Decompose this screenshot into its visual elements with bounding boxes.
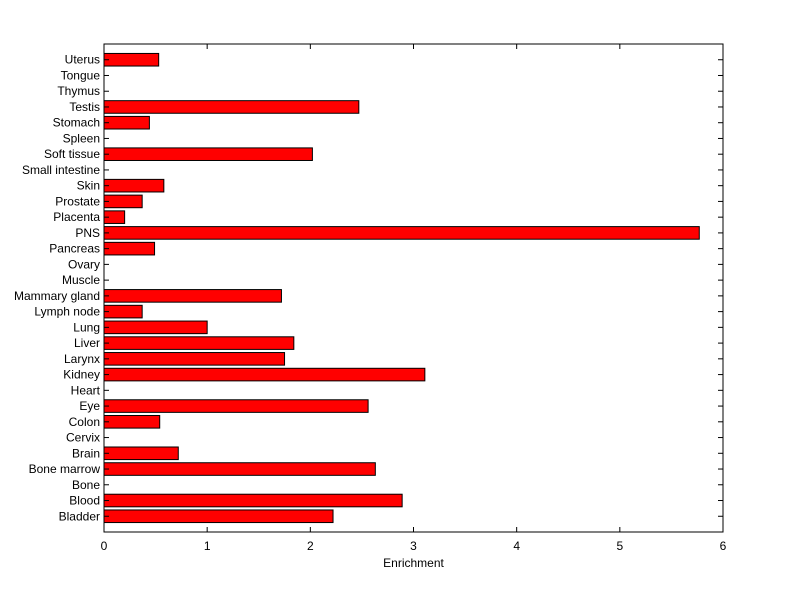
x-tick-label: 0: [101, 539, 108, 553]
x-tick-label: 1: [204, 539, 211, 553]
category-label: Lymph node: [34, 305, 100, 319]
category-label: Colon: [69, 415, 100, 429]
bar-testis: [103, 100, 360, 114]
category-label: Spleen: [63, 131, 100, 145]
bar-stomach: [103, 115, 150, 130]
category-label: Mammary gland: [14, 289, 100, 303]
bar-liver: [103, 336, 295, 350]
category-label: Testis: [69, 100, 100, 114]
category-label: Heart: [71, 383, 101, 397]
bar-pns: [103, 226, 700, 240]
category-label: Skin: [77, 179, 100, 193]
category-label: Lung: [73, 320, 100, 334]
category-label: Thymus: [57, 84, 100, 98]
bar-blood: [103, 493, 403, 508]
category-label: PNS: [75, 226, 100, 240]
bar-lymph-node: [103, 304, 143, 319]
category-label: Bone: [72, 478, 100, 492]
category-label: Blood: [69, 494, 100, 508]
category-label: Brain: [72, 446, 100, 460]
bar-lung: [103, 320, 208, 335]
bar-soft-tissue: [103, 147, 313, 161]
bar-pancreas: [103, 241, 156, 256]
category-label: Bladder: [59, 509, 100, 523]
bar-skin: [103, 178, 165, 193]
category-label: Bone marrow: [29, 462, 101, 476]
category-label: Prostate: [55, 194, 100, 208]
category-label: Small intestine: [22, 163, 100, 177]
x-tick-label: 2: [307, 539, 314, 553]
category-label: Ovary: [68, 257, 100, 271]
category-label: Uterus: [65, 53, 100, 67]
bar-mammary-gland: [103, 289, 282, 303]
plot-area-frame: [103, 43, 724, 533]
category-label: Tongue: [61, 68, 101, 82]
bar-larynx: [103, 352, 286, 366]
category-label: Muscle: [62, 273, 100, 287]
bar-prostate: [103, 194, 143, 209]
bar-colon: [103, 415, 161, 429]
x-tick-label: 6: [720, 539, 727, 553]
bar-brain: [103, 446, 179, 461]
category-label: Larynx: [64, 352, 100, 366]
bar-uterus: [103, 52, 160, 67]
bar-eye: [103, 399, 369, 413]
category-label: Eye: [79, 399, 100, 413]
category-label: Stomach: [53, 116, 100, 130]
bar-bone-marrow: [103, 462, 376, 476]
x-tick-label: 3: [410, 539, 417, 553]
category-label: Cervix: [66, 431, 100, 445]
x-tick-label: 5: [616, 539, 623, 553]
category-label: Soft tissue: [44, 147, 100, 161]
x-tick-label: 4: [513, 539, 520, 553]
bar-bladder: [103, 509, 334, 524]
category-label: Kidney: [63, 368, 100, 382]
bar-kidney: [103, 367, 426, 382]
ticks-group: [103, 44, 724, 532]
bars-group: [103, 52, 700, 524]
x-axis-label: Enrichment: [383, 556, 444, 570]
category-label: Liver: [74, 336, 100, 350]
category-label: Pancreas: [49, 242, 100, 256]
category-label: Placenta: [53, 210, 100, 224]
x-tick-labels: 0 1 2 3 4 5 6: [101, 539, 727, 553]
